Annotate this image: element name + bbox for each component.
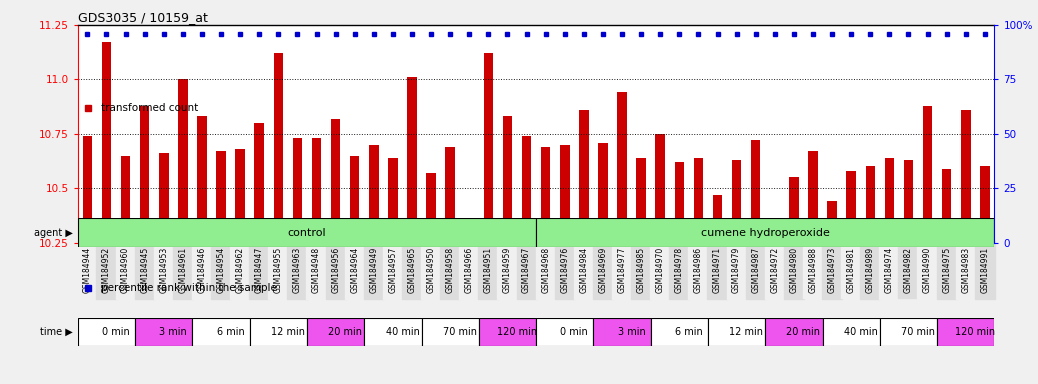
Bar [274, 53, 283, 243]
Bar [192, 318, 250, 346]
Bar [770, 240, 780, 243]
Text: agent ▶: agent ▶ [34, 227, 73, 238]
Bar [693, 158, 703, 243]
Bar [254, 123, 264, 243]
Text: time ▶: time ▶ [39, 326, 73, 337]
Bar [135, 318, 192, 346]
Text: 12 min: 12 min [729, 326, 763, 337]
Text: 70 min: 70 min [443, 326, 476, 337]
Bar [827, 201, 837, 243]
Bar [675, 162, 684, 243]
Bar [364, 318, 421, 346]
Bar [594, 318, 651, 346]
Bar [904, 160, 913, 243]
Bar [350, 156, 359, 243]
Bar [765, 318, 822, 346]
Bar [866, 167, 875, 243]
Bar [937, 318, 994, 346]
Text: cumene hydroperoxide: cumene hydroperoxide [701, 227, 829, 238]
Bar [502, 116, 513, 243]
Bar [541, 147, 550, 243]
Text: transformed count: transformed count [101, 103, 198, 113]
Text: 6 min: 6 min [217, 326, 245, 337]
Bar [713, 195, 722, 243]
Text: 12 min: 12 min [271, 326, 305, 337]
Text: 0 min: 0 min [102, 326, 130, 337]
Bar [427, 173, 436, 243]
Bar [559, 145, 570, 243]
Bar [789, 177, 798, 243]
Text: 3 min: 3 min [618, 326, 646, 337]
Bar [421, 318, 479, 346]
Bar [809, 151, 818, 243]
Bar [880, 318, 937, 346]
Bar [311, 138, 322, 243]
Bar [102, 42, 111, 243]
Bar [159, 154, 168, 243]
Bar [655, 134, 665, 243]
Bar [407, 77, 417, 243]
Bar [293, 138, 302, 243]
Bar [120, 156, 131, 243]
Bar [651, 318, 708, 346]
Bar [822, 318, 880, 346]
Bar [750, 141, 761, 243]
Text: 0 min: 0 min [561, 326, 589, 337]
Text: 20 min: 20 min [328, 326, 362, 337]
Bar [179, 79, 188, 243]
Bar [522, 136, 531, 243]
Bar [140, 106, 149, 243]
Bar [598, 142, 607, 243]
Bar [961, 110, 971, 243]
Bar [307, 318, 364, 346]
Text: 6 min: 6 min [675, 326, 703, 337]
Text: control: control [288, 227, 326, 238]
Bar [846, 171, 856, 243]
Bar [445, 147, 455, 243]
Text: GDS3035 / 10159_at: GDS3035 / 10159_at [78, 11, 208, 24]
Bar [941, 169, 952, 243]
Bar [579, 110, 589, 243]
Bar [78, 218, 536, 247]
Text: 120 min: 120 min [497, 326, 537, 337]
Bar [884, 158, 894, 243]
Text: 40 min: 40 min [844, 326, 878, 337]
Bar [980, 167, 989, 243]
Bar [197, 116, 207, 243]
Text: 120 min: 120 min [955, 326, 995, 337]
Bar [331, 119, 340, 243]
Text: 20 min: 20 min [787, 326, 820, 337]
Text: 40 min: 40 min [385, 326, 419, 337]
Bar [618, 93, 627, 243]
Bar [732, 160, 741, 243]
Bar [923, 106, 932, 243]
Bar [479, 318, 536, 346]
Bar [536, 218, 994, 247]
Bar [636, 158, 646, 243]
Bar [236, 149, 245, 243]
Text: 3 min: 3 min [160, 326, 187, 337]
Bar [370, 145, 379, 243]
Bar [216, 151, 226, 243]
Bar [83, 136, 92, 243]
Text: 70 min: 70 min [901, 326, 935, 337]
Bar [78, 318, 135, 346]
Text: percentile rank within the sample: percentile rank within the sample [101, 283, 276, 293]
Bar [708, 318, 765, 346]
Bar [250, 318, 307, 346]
Bar [388, 158, 398, 243]
Bar [536, 318, 594, 346]
Bar [484, 53, 493, 243]
